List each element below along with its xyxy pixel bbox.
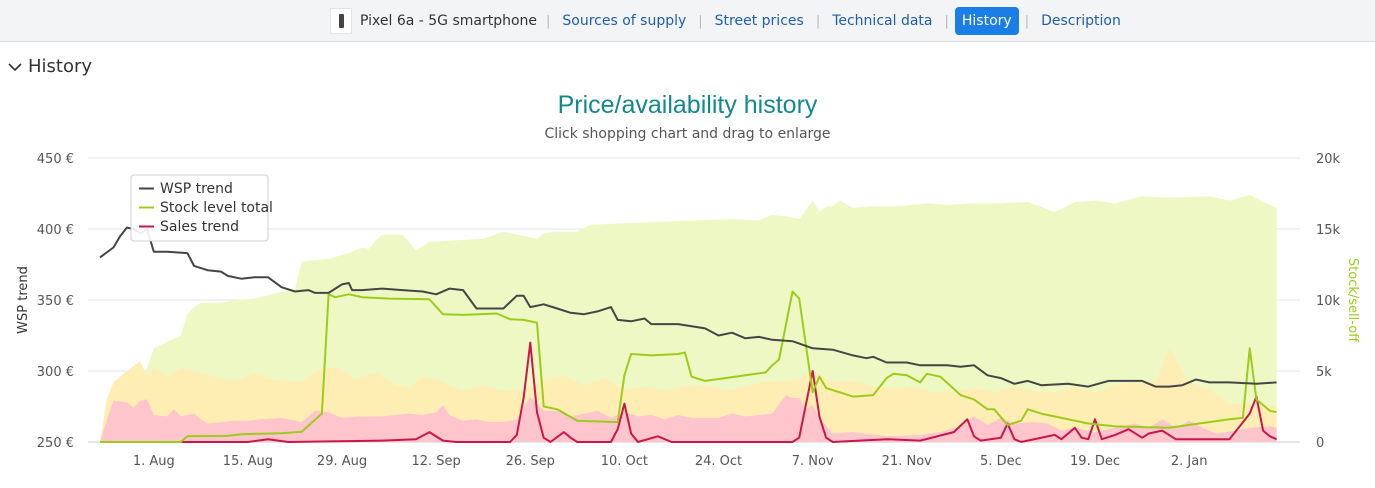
- section-label: History: [28, 56, 93, 77]
- legend-entry-stock: Stock level total: [160, 200, 273, 216]
- x-tick-label: 19. Dec: [1070, 454, 1120, 469]
- tab-technical-data[interactable]: Technical data: [832, 13, 933, 29]
- x-tick-label: 15. Aug: [223, 454, 273, 469]
- x-tick-label: 21. Nov: [882, 454, 932, 469]
- legend-entry-wsp: WSP trend: [160, 181, 233, 197]
- y-tick-label: 300 €: [37, 365, 74, 380]
- top-navigation-bar: Pixel 6a - 5G smartphone | Sources of su…: [0, 0, 1375, 42]
- x-tick-label: 2. Jan: [1171, 454, 1208, 469]
- x-tick-label: 24. Oct: [695, 454, 742, 469]
- nav-separator: |: [1024, 13, 1030, 29]
- chart-lines: [99, 226, 1277, 443]
- chart-subtitle: Click shopping chart and drag to enlarge: [544, 126, 831, 142]
- nav-separator: |: [815, 13, 821, 29]
- y-tick-label: 350 €: [37, 294, 74, 309]
- x-tick-label: 7. Nov: [792, 454, 834, 469]
- y-tick-label: 400 €: [37, 223, 74, 238]
- nav-separator: |: [944, 13, 949, 29]
- history-section-toggle[interactable]: History: [8, 56, 92, 77]
- x-tick-label: 29. Aug: [317, 454, 367, 469]
- right-axis-title: Stock/sell-off: [1345, 258, 1360, 343]
- sales-area: [100, 395, 1277, 442]
- x-tick-label: 12. Sep: [412, 454, 461, 469]
- legend-entry-sales: Sales trend: [160, 219, 239, 235]
- x-tick-label: 1. Aug: [133, 454, 175, 469]
- stock-level-line: [100, 290, 1277, 443]
- sales-trend-line: [100, 341, 1277, 443]
- y2-tick-label: 20k: [1316, 152, 1341, 167]
- nav-separator: |: [698, 13, 703, 29]
- y-tick-label: 250 €: [37, 436, 74, 451]
- chart-axes: 450 € 20k 400 € 15k 350 € 10k 300 € 5k 250 € 0 1. …: [37, 152, 1341, 469]
- chart-areas: [100, 194, 1277, 442]
- y2-tick-label: 5k: [1316, 365, 1332, 380]
- product-name: Pixel 6a - 5G smartphone: [360, 13, 538, 29]
- y2-tick-label: 10k: [1316, 294, 1341, 309]
- tab-history[interactable]: History: [954, 7, 1019, 35]
- chart-title: Price/availability history: [557, 91, 818, 119]
- y-tick-label: 450 €: [37, 152, 74, 167]
- nav-separator: |: [546, 13, 551, 29]
- x-tick-label: 5. Dec: [980, 454, 1022, 469]
- phone-thumbnail-icon: [330, 8, 352, 34]
- tab-description[interactable]: Description: [1041, 13, 1121, 29]
- product-header: Pixel 6a - 5G smartphone: [330, 8, 537, 34]
- x-tick-label: 10. Oct: [601, 454, 648, 469]
- tab-street-prices[interactable]: Street prices: [714, 13, 804, 29]
- wsp-trend-line: [99, 226, 1277, 388]
- stock-level-area: [100, 194, 1277, 442]
- tab-navigation: | Sources of supply | Street prices | Te…: [540, 7, 1127, 35]
- chevron-down-icon: [8, 62, 22, 71]
- y2-tick-label: 0: [1316, 436, 1324, 451]
- x-tick-label: 26. Sep: [506, 454, 555, 469]
- tab-sources-of-supply[interactable]: Sources of supply: [562, 13, 687, 29]
- chart-legend[interactable]: WSP trend Stock level total Sales trend: [130, 174, 273, 242]
- left-axis-title: WSP trend: [16, 266, 31, 334]
- y2-tick-label: 15k: [1316, 223, 1341, 238]
